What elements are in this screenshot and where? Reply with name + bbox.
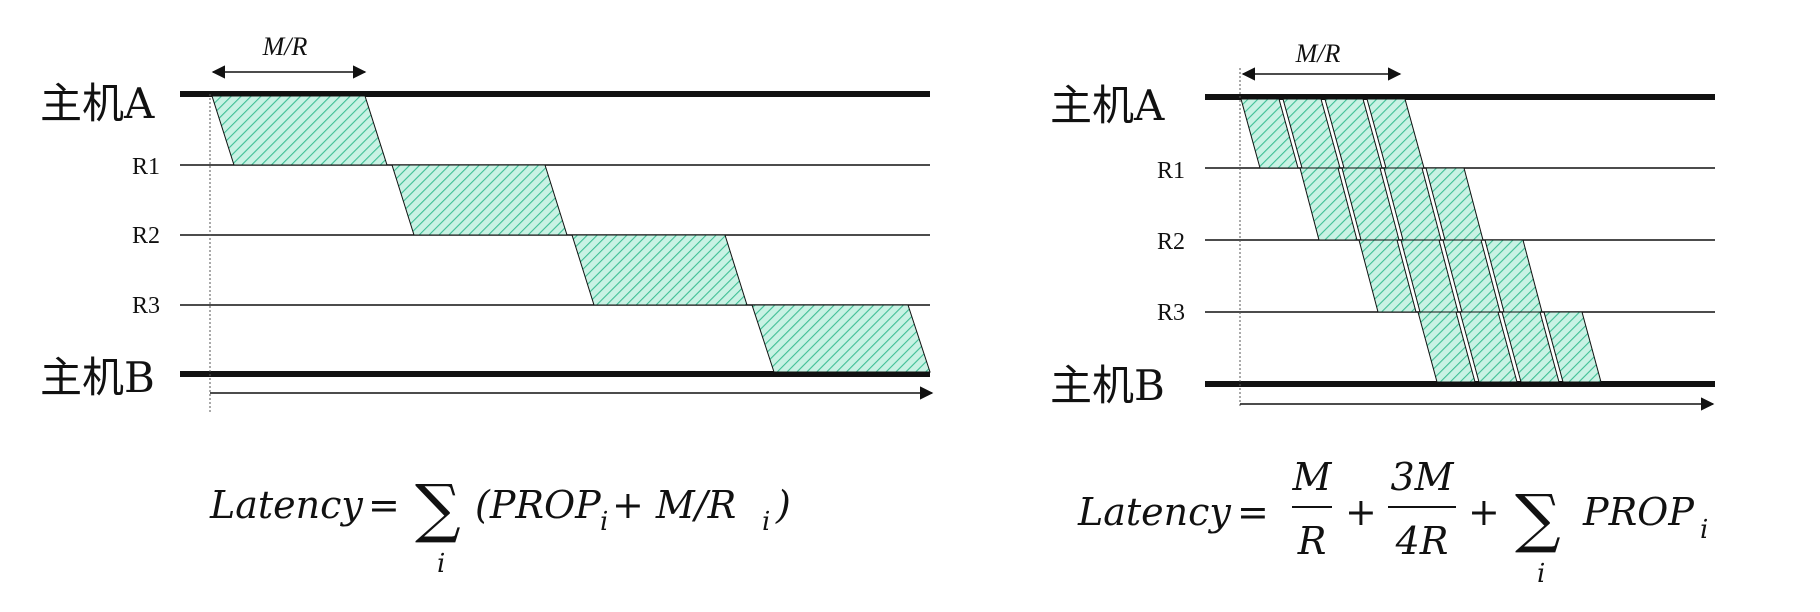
left-formula: Latency = ∑ i (PROP i + M/R i )	[209, 472, 791, 579]
right-formula-frac1-den: R	[1297, 519, 1327, 563]
left-formula-sum-index: i	[437, 549, 445, 579]
left-formula-equals: =	[368, 483, 400, 527]
right-packet-r3-b-2	[1459, 311, 1518, 383]
right-packet-r2-r3-3	[1442, 239, 1501, 313]
right-packets	[1240, 98, 1602, 383]
left-hop-r1-r2	[391, 164, 568, 236]
right-formula-frac2-den: 4R	[1395, 519, 1449, 563]
right-r3-label: R3	[1157, 300, 1185, 326]
right-formula-sigma: ∑	[1515, 482, 1561, 556]
right-formula-frac1-num: M	[1292, 455, 1333, 499]
right-packet-r1-r2-2	[1341, 167, 1400, 241]
right-formula-sum-index: i	[1537, 559, 1545, 589]
left-formula-sigma: ∑	[415, 472, 461, 546]
right-formula-plus2: +	[1468, 490, 1500, 534]
right-packet-a-r1-1	[1240, 98, 1299, 169]
right-packet-r2-r3-4	[1484, 239, 1543, 313]
right-formula-term: PROP	[1582, 490, 1695, 534]
left-formula-term-close: )	[775, 483, 791, 527]
left-hop-r3-b	[751, 304, 931, 373]
right-packet-r1-r2-1	[1299, 167, 1358, 241]
right-r2-label: R2	[1157, 229, 1185, 255]
left-host-a-label: 主机A	[40, 79, 155, 128]
right-formula-plus1: +	[1345, 490, 1377, 534]
right-r1-label: R1	[1157, 158, 1185, 184]
left-formula-term-sub2: i	[762, 507, 770, 537]
right-packet-r2-r3-2	[1400, 239, 1459, 313]
left-hop-a-r1	[211, 95, 388, 166]
left-formula-term-sub: i	[600, 507, 608, 537]
right-host-a-label: 主机A	[1050, 81, 1165, 130]
right-host-b-label: 主机B	[1050, 361, 1165, 410]
right-packet-r3-b-1	[1417, 311, 1476, 383]
left-hop-r2-r3	[571, 234, 748, 306]
right-formula-frac2-num: 3M	[1390, 455, 1454, 499]
right-packet-r2-r3-1	[1358, 239, 1417, 313]
right-packet-r3-b-4	[1543, 311, 1602, 383]
right-packet-a-r1-2	[1282, 98, 1341, 169]
right-formula-term-sub: i	[1700, 515, 1708, 545]
left-formula-lhs: Latency	[209, 483, 363, 527]
right-packet-r1-r2-4	[1425, 167, 1484, 241]
right-packet-a-r1-3	[1324, 98, 1383, 169]
right-diagram: M/R 主机A R1 R2 R3 主机B	[1050, 39, 1715, 589]
right-formula-lhs: Latency	[1077, 490, 1231, 534]
left-r1-label: R1	[132, 154, 160, 180]
left-host-b-label: 主机B	[40, 353, 155, 402]
left-r2-label: R2	[132, 223, 160, 249]
right-packet-a-r1-4	[1366, 98, 1425, 169]
right-formula: Latency = M R + 3M 4R + ∑ i PROP i	[1077, 455, 1708, 589]
right-formula-equals: =	[1237, 490, 1269, 534]
left-formula-term-mid: + M/R	[612, 483, 736, 527]
left-formula-term: (PROP	[475, 483, 602, 527]
right-packet-r3-b-3	[1501, 311, 1560, 383]
right-interval-label: M/R	[1295, 39, 1341, 68]
left-interval-label: M/R	[262, 32, 308, 61]
right-packet-r1-r2-3	[1383, 167, 1442, 241]
left-r3-label: R3	[132, 293, 160, 319]
left-diagram: M/R 主机A R1 R2 R3 主机B Latency = ∑ i (PROP…	[40, 32, 934, 579]
